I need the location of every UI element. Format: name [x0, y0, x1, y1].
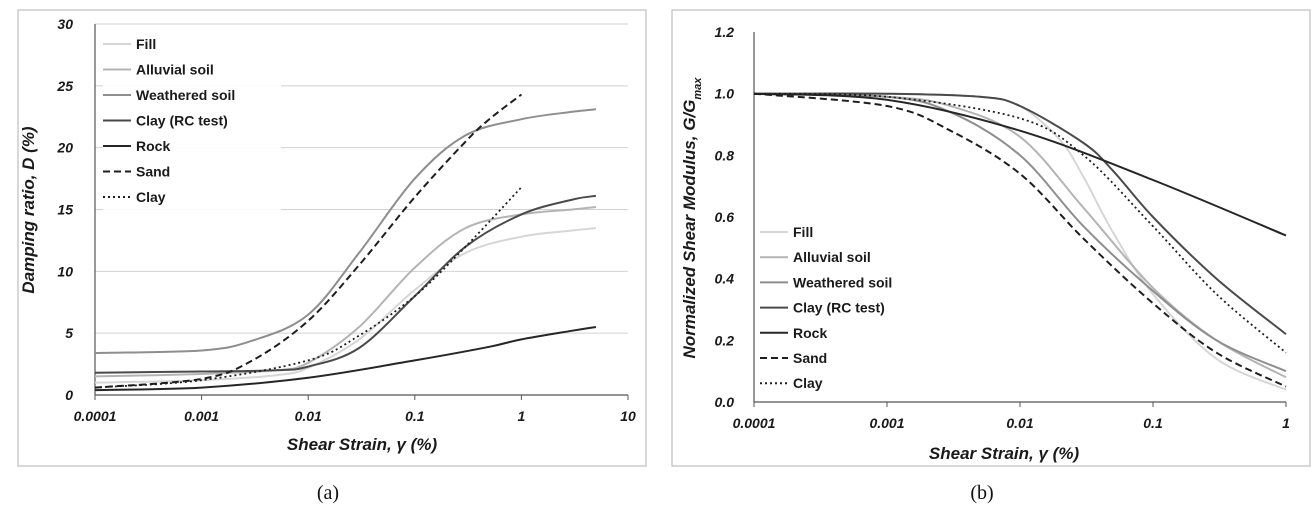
chart-a-legend-box: [103, 32, 281, 212]
chart-a-series-fill: [94, 227, 597, 384]
panel-label-a: (a): [317, 482, 339, 504]
chart-a-ytick-label-6: 30: [57, 16, 73, 32]
chart-a-legend-label-sand: Sand: [136, 164, 170, 180]
chart-a-xtick-label-1: 0.001: [184, 408, 219, 424]
chart-b-xtick-label-0: 0.0001: [733, 415, 776, 431]
chart-b-ytick-label-3: 0.6: [715, 209, 735, 225]
chart-a-ytick-label-2: 10: [57, 263, 73, 279]
chart-a-legend-label-rock: Rock: [136, 138, 170, 154]
chart-b-series-clay-rc-test: [753, 92, 1287, 335]
chart-b-legend-box: [760, 220, 932, 392]
chart-a-series-rock: [94, 326, 597, 392]
chart-b-ytick-label-1: 0.2: [715, 332, 735, 348]
chart-a-ytick-label-1: 5: [65, 325, 73, 341]
chart-b-legend-label-sand: Sand: [793, 350, 827, 366]
chart-b-legend-label-clay-rc-test: Clay (RC test): [793, 300, 885, 316]
chart-a-series-clay: [94, 186, 523, 389]
chart-b-legend-label-rock: Rock: [793, 325, 827, 341]
chart-a-legend-label-fill: Fill: [136, 36, 156, 52]
chart-a-xtick-label-2: 0.01: [295, 408, 322, 424]
chart-b-series-rock: [753, 92, 1287, 237]
chart-b-ytick-label-6: 1.2: [715, 24, 735, 40]
chart-b-ytick-label-4: 0.8: [715, 147, 735, 163]
chart-b-normalized-shear-modulus: 0.0 0.2 0.4 0.6 0.8 1.0 1.2 0.0001 0.001 0.01 0.1 1…: [671, 9, 1311, 467]
chart-b-y-axis-title-sub: max: [692, 77, 704, 100]
chart-a-legend-label-alluvial-soil: Alluvial soil: [136, 62, 214, 78]
chart-a-legend-label-weathered-soil: Weathered soil: [136, 87, 235, 103]
chart-a-x-axis-title: Shear Strain, γ (%): [287, 435, 438, 454]
chart-a-legend: Fill Alluvial soil Weathered soil Clay (RC …: [103, 32, 281, 212]
chart-a-xtick-label-4: 1: [518, 408, 526, 424]
chart-b-x-axis-title: Shear Strain, γ (%): [929, 444, 1080, 463]
chart-b-xtick-label-4: 1: [1282, 415, 1290, 431]
chart-b-xtick-label-3: 0.1: [1143, 415, 1163, 431]
chart-b-legend: Fill Alluvial soil Weathered soil Clay (RC …: [760, 220, 932, 392]
chart-a-series-sand: [94, 93, 523, 389]
chart-b-legend-label-weathered-soil: Weathered soil: [793, 274, 892, 290]
chart-a-series-clay-rc-test: [94, 194, 597, 374]
chart-a-ytick-label-3: 15: [57, 202, 73, 218]
chart-a-ytick-label-0: 0: [65, 387, 73, 403]
chart-a-legend-label-clay-rc-test: Clay (RC test): [136, 113, 228, 129]
chart-b-xtick-label-1: 0.001: [869, 415, 904, 431]
panel-label-b: (b): [970, 482, 993, 504]
chart-b-series-sand: [753, 92, 1287, 388]
chart-a-series-weathered-soil: [94, 108, 597, 354]
chart-a-xtick-label-3: 0.1: [405, 408, 425, 424]
chart-a-ytick-label-4: 20: [56, 140, 73, 156]
chart-b-series-weathered-soil: [753, 92, 1287, 373]
chart-a-y-axis-title: Damping ratio, D (%): [19, 126, 38, 294]
chart-b-legend-label-clay: Clay: [793, 375, 823, 391]
chart-a-legend-label-clay: Clay: [136, 189, 166, 205]
chart-b-ytick-label-2: 0.4: [715, 271, 735, 287]
chart-a-xtick-label-5: 10: [620, 408, 636, 424]
chart-b-legend-label-fill: Fill: [793, 224, 813, 240]
chart-a-damping-ratio: 0 5 10 15 20 25 30 0.0001 0.001 0.01 0.1 1 10 Shear S…: [17, 9, 647, 467]
chart-b-xtick-label-2: 0.01: [1006, 415, 1033, 431]
chart-a-series-alluvial-soil: [94, 206, 597, 378]
chart-a-ytick-label-5: 25: [56, 78, 73, 94]
chart-b-ytick-label-5: 1.0: [715, 86, 735, 102]
chart-b-legend-label-alluvial-soil: Alluvial soil: [793, 249, 871, 265]
chart-a-xtick-label-0: 0.0001: [74, 408, 117, 424]
chart-b-ytick-label-0: 0.0: [715, 394, 735, 410]
